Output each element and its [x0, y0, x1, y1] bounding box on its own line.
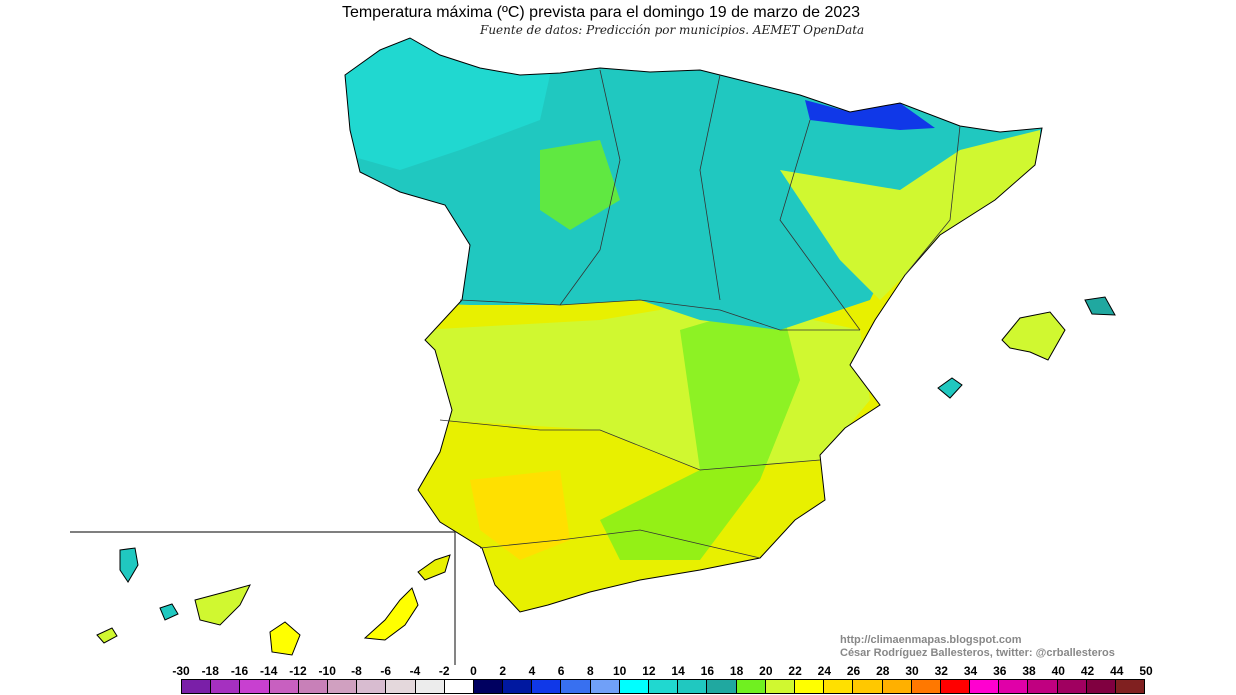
legend-label: 28	[876, 664, 890, 678]
duero-green-zone	[540, 140, 620, 230]
legend-labels: -30 -18 -16 -14 -12 -10 -8 -6 -4 -2 0 2 4 6 8 10 12 14 16 1…	[0, 664, 1236, 678]
credit-author: César Rodríguez Ballesteros, twitter: @c…	[840, 647, 1115, 659]
map-title-text: Temperatura máxima (ºC) prevista para el…	[341, 4, 861, 21]
legend-label: 34	[963, 664, 978, 678]
lanzarote	[417, 554, 451, 581]
legend-label: -16	[230, 664, 249, 678]
legend-swatch	[561, 680, 591, 693]
legend-label: 40	[1051, 664, 1065, 678]
menorca	[1084, 296, 1116, 316]
legend-swatch	[298, 680, 328, 693]
legend-color-bar	[181, 679, 1146, 694]
legend-swatch	[619, 680, 649, 693]
legend-label: 4	[528, 664, 536, 678]
map-title: Temperatura máxima (ºC) prevista para el…	[0, 4, 1236, 22]
legend-label: 44	[1110, 664, 1124, 678]
legend-swatch	[590, 680, 620, 693]
legend-swatch	[911, 680, 941, 693]
legend-label: 24	[817, 664, 832, 678]
legend-swatch	[794, 680, 825, 693]
legend-label: 42	[1080, 664, 1095, 678]
legend-swatch	[503, 680, 533, 693]
legend-swatch	[240, 680, 270, 693]
pyrenees-zone	[805, 100, 935, 130]
legend-swatch	[415, 680, 445, 693]
la-gomera	[159, 603, 179, 621]
tenerife	[194, 584, 251, 626]
legend-label: 50	[1139, 664, 1153, 678]
legend-swatch	[1028, 680, 1058, 693]
legend-swatch	[853, 680, 883, 693]
fuerteventura	[363, 587, 419, 641]
legend-swatch	[707, 680, 737, 693]
legend-label: 26	[846, 664, 861, 678]
legend-swatch	[1057, 680, 1087, 693]
legend-label: -2	[438, 664, 450, 678]
credit-url: http://climaenmapas.blogspot.com	[840, 634, 1022, 646]
legend-label: -6	[380, 664, 392, 678]
legend-label: -10	[318, 664, 336, 678]
legend-label: 14	[671, 664, 685, 678]
legend-label: 2	[499, 664, 506, 678]
legend-swatch	[1086, 680, 1116, 693]
legend-swatch	[678, 680, 708, 693]
legend-label: 12	[642, 664, 656, 678]
legend-swatch	[824, 680, 854, 693]
legend-swatch	[532, 680, 562, 693]
legend-swatch	[211, 680, 241, 693]
legend-label: 16	[700, 664, 715, 678]
legend-swatch	[999, 680, 1029, 693]
ebro-zone	[780, 130, 1040, 300]
legend-label: 32	[934, 664, 948, 678]
la-palma	[119, 547, 139, 583]
legend-label: 20	[759, 664, 773, 678]
legend-label: 6	[557, 664, 565, 678]
legend-swatch	[357, 680, 387, 693]
legend-swatch	[649, 680, 679, 693]
legend-swatch	[1116, 680, 1145, 693]
guadalquivir-hot-zone	[470, 470, 570, 560]
gran-canaria	[269, 621, 301, 656]
legend-label: -8	[351, 664, 362, 678]
legend-label: -14	[260, 664, 278, 678]
mallorca	[1001, 311, 1066, 361]
legend-label: 18	[729, 664, 744, 678]
el-hierro	[96, 627, 118, 644]
legend-swatch	[473, 680, 504, 693]
legend-swatch	[882, 680, 912, 693]
legend-swatch	[327, 680, 358, 693]
legend-label: 10	[612, 664, 627, 678]
legend-swatch	[940, 680, 971, 693]
map-subtitle: Fuente de datos: Predicción por municipi…	[480, 23, 865, 37]
legend-label: -18	[201, 664, 219, 678]
legend-swatch	[970, 680, 1000, 693]
legend-label: 30	[905, 664, 919, 678]
legend-swatch	[182, 680, 212, 693]
legend-label: -4	[409, 664, 421, 678]
province-borders	[439, 69, 961, 559]
legend-label: 36	[993, 664, 1007, 678]
legend-swatch	[269, 680, 299, 693]
peninsula	[345, 38, 1042, 612]
legend-label: 22	[788, 664, 802, 678]
legend-swatch	[444, 680, 474, 693]
canarias-inset-frame	[70, 531, 456, 665]
southeast-green-zone	[600, 300, 800, 560]
legend-label: -12	[289, 664, 307, 678]
legend-label: 8	[587, 664, 594, 678]
legend-swatch	[386, 680, 416, 693]
legend-label: 38	[1022, 664, 1036, 678]
legend-label: 0	[470, 664, 477, 678]
ibiza	[937, 377, 963, 399]
legend-swatch	[736, 680, 766, 693]
legend-swatch	[765, 680, 795, 693]
legend-label: -30	[172, 664, 190, 678]
